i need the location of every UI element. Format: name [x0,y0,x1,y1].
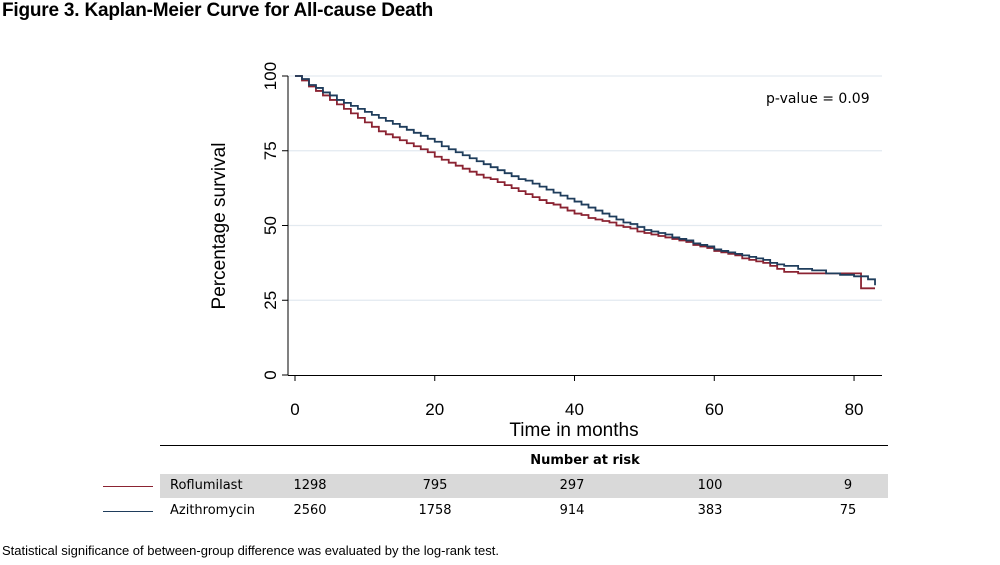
x-tick-label: 60 [705,400,724,419]
y-tick-label: 25 [261,291,280,310]
y-tick-label: 50 [261,216,280,235]
legend-line-roflumilast [103,486,153,487]
risk-cell: 9 [843,478,853,493]
risk-cell: 100 [697,478,723,493]
y-tick-label: 75 [261,141,280,160]
y-tick-label: 100 [261,62,280,90]
x-ticks: 0 20 40 60 80 [290,375,864,419]
legend-line-azithromycin [103,511,153,512]
x-tick-label: 40 [565,400,584,419]
risk-cell: 1758 [418,503,452,518]
x-tick-label: 80 [845,400,864,419]
survival-curve-roflumilast [294,75,876,290]
survival-curve-azithromycin [294,75,876,286]
risk-row-label: Azithromycin [170,503,256,518]
risk-cell: 795 [422,478,448,493]
risk-row-roflumilast: Roflumilast 1298 795 297 100 9 [160,474,888,498]
risk-cell: 297 [559,478,585,493]
x-tick-label: 20 [425,400,444,419]
risk-cell: 75 [839,503,857,518]
p-value-annotation: p-value = 0.09 [766,91,870,107]
grid-lines [288,75,882,301]
risk-cell: 2560 [293,503,327,518]
x-axis-label: Time in months [509,420,638,441]
y-axis-label: Percentage survival [209,143,230,310]
risk-cell: 383 [697,503,723,518]
risk-row-label: Roflumilast [170,478,243,493]
risk-row-azithromycin: Azithromycin 2560 1758 914 383 75 [160,499,888,523]
y-tick-label: 0 [261,370,280,379]
survival-curves [294,75,876,290]
risk-cell: 1298 [293,478,327,493]
footnote: Statistical significance of between-grou… [2,543,499,558]
risk-table-title: Number at risk [530,453,640,468]
risk-table-divider [160,445,888,446]
figure-title: Figure 3. Kaplan-Meier Curve for All-cau… [2,0,434,21]
risk-cell: 914 [559,503,585,518]
x-tick-label: 0 [290,400,299,419]
km-plot: 0 25 50 75 100 0 20 40 60 80 Percentage survival… [209,62,882,441]
y-ticks: 0 25 50 75 100 [261,62,288,380]
